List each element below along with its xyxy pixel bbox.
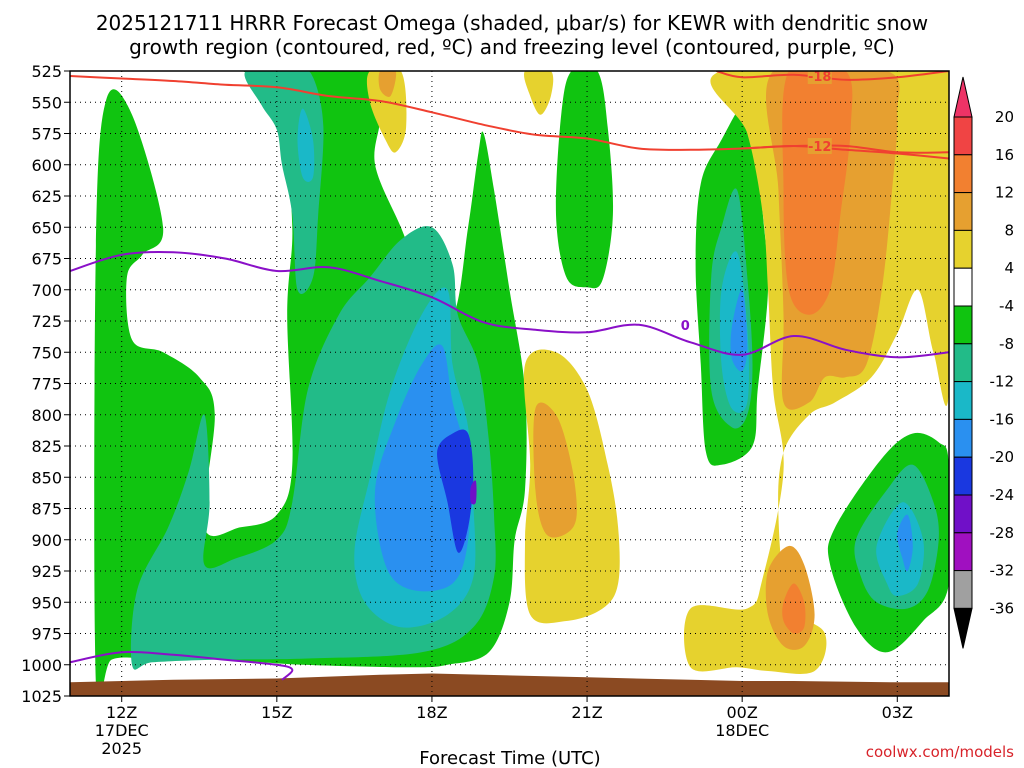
ground-surface [70,673,949,696]
omega-region-4-20 [524,71,554,115]
ytick-label-1000: 1000 [21,656,62,675]
ytick-label-750: 750 [31,343,62,362]
colorbar-label--4: -4 [999,297,1014,315]
ytick-label-550: 550 [31,93,62,112]
omega-region--20-14 [897,514,913,572]
contour-label-minus18: -18 [808,70,832,85]
ytick-label-625: 625 [31,187,62,206]
ytick-label-1025: 1025 [21,687,62,706]
omega-region-12-26 [782,583,806,634]
pressure-axis: 525 550 575 600 625 650 675 700 725 750 775 800 825 8… [21,62,70,706]
colorbar-swatch-3 [953,192,973,231]
colorbar-swatch-4 [953,229,973,269]
xtick-label-21Z: 21Z [571,703,602,722]
omega-region-4-19 [366,71,407,153]
colorbar-label--8: -8 [999,335,1014,353]
colorbar-label-20: 20 [995,108,1014,126]
contour-label-zero: 0 [681,319,690,334]
colorbar-label-8: 8 [1004,221,1014,239]
ytick-label-725: 725 [31,312,62,331]
xtick-sub1-12Z: 17DEC [95,721,149,740]
xtick-sub1-00Z: 18DEC [715,721,769,740]
colorbar-swatch-9 [953,418,973,458]
chart-title-line2: growth region (contoured, red, ºC) and f… [129,35,895,59]
colorbar-label--28: -28 [990,524,1015,542]
colorbar-label-16: 16 [995,146,1014,164]
colorbar-swatch-8 [953,381,973,420]
ytick-label-575: 575 [31,125,62,144]
ytick-label-825: 825 [31,437,62,456]
omega-region--20-12 [374,344,471,592]
colorbar-top-arrow [953,76,973,118]
omega-region-8-24 [378,71,397,97]
contour-label-zero-bg [679,316,692,333]
colorbar-label--24: -24 [990,486,1015,504]
xtick-label-03Z: 03Z [882,703,913,722]
ytick-label-850: 850 [31,468,62,487]
colorbar-label--32: -32 [990,562,1015,580]
ytick-label-700: 700 [31,281,62,300]
xtick-label-15Z: 15Z [261,703,292,722]
contour-label-minus12: -12 [808,140,832,155]
colorbar-label-4: 4 [1004,259,1014,277]
contour-lines: -18 -12 0 [70,70,949,681]
colorbar: 20 16 12 8 4 -4 -8 -12 -16 -20 -24 -28 -32 -36 [953,76,1015,649]
colorbar-swatch-2 [953,154,973,194]
xtick-label-12Z: 12Z [106,703,137,722]
xtick-label-18Z: 18Z [416,703,447,722]
colorbar-label--36: -36 [990,599,1015,617]
colorbar-swatch-10 [953,456,973,496]
ground-layer [70,673,949,696]
colorbar-label--20: -20 [990,448,1015,466]
chart-title-line1: 2025121711 HRRR Forecast Omega (shaded, … [96,11,928,35]
ytick-label-925: 925 [31,562,62,581]
colorbar-swatch-5 [953,267,973,307]
omega-region-8-22 [533,402,577,538]
ytick-label-600: 600 [31,156,62,175]
contour-label-minus18-bg [807,71,832,84]
xtick-sub2-12Z: 2025 [101,739,142,758]
x-axis-label: Forecast Time (UTC) [419,748,600,768]
ytick-label-975: 975 [31,625,62,644]
colorbar-swatch-11 [953,494,973,534]
xtick-label-00Z: 00Z [727,703,758,722]
colorbar-label--16: -16 [990,410,1015,428]
ytick-label-525: 525 [31,62,62,81]
omega-region--24-15 [437,429,474,553]
colorbar-swatch-1 [953,116,973,156]
omega-region-12-25 [782,71,853,315]
freezing-level-contour [70,250,949,359]
omega-region--28-16 [470,480,477,505]
gridlines [70,71,949,696]
colorbar-swatch-12 [953,532,973,572]
ytick-label-950: 950 [31,593,62,612]
colorbar-bottom-arrow [953,607,973,649]
omega-region--20-13 [730,289,748,372]
colorbar-swatch-7 [953,343,973,383]
contour-label-minus12-bg [807,138,832,154]
freezing-level-low-contour [70,650,294,681]
plot-area: -18 -12 0 [70,70,949,696]
ytick-label-900: 900 [31,531,62,550]
ytick-label-800: 800 [31,406,62,425]
credit-link[interactable]: coolwx.com/models [866,743,1014,761]
ytick-label-775: 775 [31,375,62,394]
omega-region--16-8 [297,108,315,182]
omega-region--8-1 [555,71,614,289]
colorbar-label-12: 12 [995,184,1014,202]
colorbar-label--12: -12 [990,373,1015,391]
ytick-label-650: 650 [31,218,62,237]
colorbar-swatch-13 [953,570,973,609]
ytick-label-875: 875 [31,500,62,519]
colorbar-swatch-6 [953,305,973,345]
ytick-label-675: 675 [31,250,62,269]
dgz-minus12-contour [742,144,949,154]
